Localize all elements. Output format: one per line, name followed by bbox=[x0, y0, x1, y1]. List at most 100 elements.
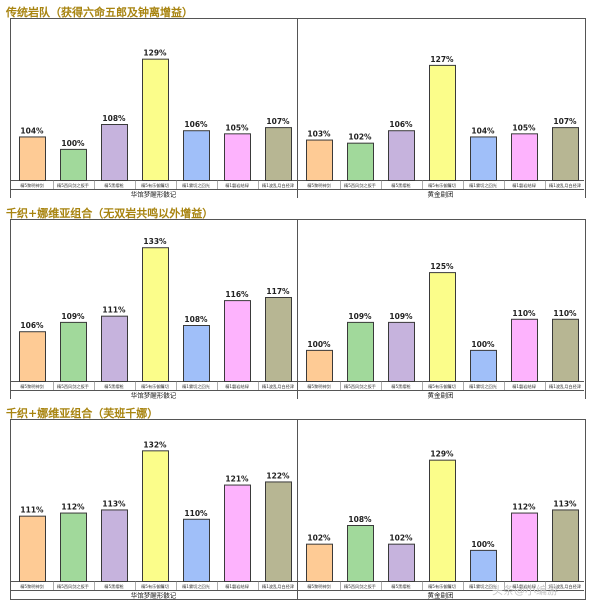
category-label: 精5有乐御簾切 bbox=[141, 583, 169, 590]
category-label: 精1雾切之回光 bbox=[182, 583, 210, 590]
data-label: 105% bbox=[512, 123, 536, 132]
category-label: 精5西风剑之扳手 bbox=[57, 383, 89, 390]
bar bbox=[265, 297, 292, 382]
data-label: 104% bbox=[471, 126, 495, 135]
bar bbox=[60, 321, 87, 382]
data-label: 111% bbox=[20, 506, 44, 515]
bar bbox=[552, 127, 579, 182]
bar bbox=[347, 525, 374, 582]
category-label: 精1磐岩结绿 bbox=[225, 383, 249, 390]
data-label: 100% bbox=[471, 540, 495, 549]
bar-chart-1: 104% 精5黎明神剑 100% 精5西风剑之扳手 108% 精5黑缨枪 129% 精5有乐御… bbox=[10, 18, 586, 199]
data-label: 106% bbox=[389, 120, 413, 129]
category-label: 精5黎明神剑 bbox=[20, 383, 44, 390]
panel-name: 黄金剧团 bbox=[428, 591, 454, 600]
bar bbox=[19, 515, 46, 582]
category-label: 精1雾切之回光 bbox=[182, 383, 210, 390]
data-label: 110% bbox=[512, 309, 536, 318]
bar bbox=[429, 272, 456, 382]
data-label: 106% bbox=[20, 321, 44, 330]
category-label: 精5有乐御簾切 bbox=[428, 583, 456, 590]
category-label: 精1波乱月白经津 bbox=[262, 383, 294, 390]
data-label: 102% bbox=[307, 534, 331, 543]
category-label: 精1波乱月白经津 bbox=[549, 583, 581, 590]
data-label: 116% bbox=[225, 290, 249, 299]
data-label: 112% bbox=[512, 503, 536, 512]
data-label: 129% bbox=[430, 450, 454, 459]
category-label: 精5黑缨枪 bbox=[391, 383, 411, 390]
data-label: 122% bbox=[266, 471, 290, 480]
category-label: 精1雾切之回光 bbox=[469, 182, 497, 189]
category-label: 精1雾切之回光 bbox=[469, 583, 497, 590]
category-label: 精5西风剑之扳手 bbox=[344, 182, 376, 189]
bar-chart-2: 106% 精5黎明神剑 109% 精5西风剑之扳手 111% 精5黑缨枪 133% 精5有乐御… bbox=[10, 219, 586, 400]
data-label: 109% bbox=[348, 312, 372, 321]
category-label: 精1磐岩结绿 bbox=[512, 182, 536, 189]
data-label: 102% bbox=[348, 133, 372, 142]
chart-title-1: 传统岩队（获得六命五郎及钟离增益） bbox=[6, 6, 193, 19]
bar bbox=[142, 450, 169, 583]
panel-name: 华馆梦醒形骸记 bbox=[131, 391, 177, 400]
panel-name: 华馆梦醒形骸记 bbox=[131, 190, 177, 199]
data-label: 110% bbox=[184, 509, 208, 518]
data-label: 111% bbox=[102, 306, 126, 315]
data-label: 102% bbox=[389, 534, 413, 543]
category-label: 精5黑缨枪 bbox=[391, 583, 411, 590]
panel-name: 黄金剧团 bbox=[428, 391, 454, 400]
bar bbox=[470, 136, 497, 181]
category-label: 精5黑缨枪 bbox=[104, 182, 124, 189]
data-label: 109% bbox=[389, 312, 413, 321]
bar bbox=[224, 133, 251, 182]
bar bbox=[552, 318, 579, 382]
data-label: 109% bbox=[61, 312, 85, 321]
category-label: 精5有乐御簾切 bbox=[141, 182, 169, 189]
data-label: 127% bbox=[430, 55, 454, 64]
bar bbox=[388, 543, 415, 582]
bar bbox=[142, 58, 169, 182]
bar-chart-3: 111% 精5黎明神剑 112% 精5西风剑之扳手 113% 精5黑缨枪 132% 精5有乐御… bbox=[10, 419, 586, 600]
data-label: 110% bbox=[553, 309, 577, 318]
bar bbox=[511, 133, 538, 182]
category-label: 精5黎明神剑 bbox=[20, 182, 44, 189]
category-label: 精5有乐御簾切 bbox=[428, 383, 456, 390]
category-label: 精5黎明神剑 bbox=[307, 182, 331, 189]
bar bbox=[101, 509, 128, 582]
bar bbox=[552, 509, 579, 582]
data-label: 133% bbox=[143, 237, 167, 246]
data-label: 103% bbox=[307, 130, 331, 139]
data-label: 117% bbox=[266, 287, 290, 296]
bar bbox=[224, 300, 251, 382]
bar bbox=[470, 549, 497, 582]
category-label: 精5有乐御簾切 bbox=[141, 383, 169, 390]
data-label: 112% bbox=[61, 503, 85, 512]
data-label: 113% bbox=[102, 499, 126, 508]
data-label: 104% bbox=[20, 126, 44, 135]
category-label: 精1波乱月白经津 bbox=[262, 182, 294, 189]
category-label: 精1雾切之回光 bbox=[182, 182, 210, 189]
panel-name: 华馆梦醒形骸记 bbox=[131, 591, 177, 600]
bar bbox=[388, 130, 415, 181]
category-label: 精1波乱月白经津 bbox=[549, 383, 581, 390]
category-label: 精5西风剑之扳手 bbox=[344, 583, 376, 590]
bar bbox=[306, 543, 333, 582]
category-label: 精5黎明神剑 bbox=[20, 583, 44, 590]
category-label: 精1磐岩结绿 bbox=[225, 182, 249, 189]
category-label: 精5西风剑之扳手 bbox=[57, 182, 89, 189]
category-label: 精1磐岩结绿 bbox=[512, 583, 536, 590]
category-label: 精5有乐御簾切 bbox=[428, 182, 456, 189]
data-label: 105% bbox=[225, 123, 249, 132]
bar bbox=[183, 325, 210, 382]
category-label: 精1雾切之回光 bbox=[469, 383, 497, 390]
bar bbox=[429, 459, 456, 583]
bar bbox=[224, 484, 251, 582]
category-label: 精1磐岩结绿 bbox=[512, 383, 536, 390]
data-label: 100% bbox=[471, 340, 495, 349]
watermark-text: 头条@小编游 bbox=[492, 584, 558, 597]
bar bbox=[429, 64, 456, 182]
category-label: 精5黎明神剑 bbox=[307, 583, 331, 590]
bar bbox=[511, 318, 538, 382]
bar bbox=[470, 349, 497, 382]
data-label: 132% bbox=[143, 440, 167, 449]
data-label: 107% bbox=[266, 117, 290, 126]
bar bbox=[388, 321, 415, 382]
